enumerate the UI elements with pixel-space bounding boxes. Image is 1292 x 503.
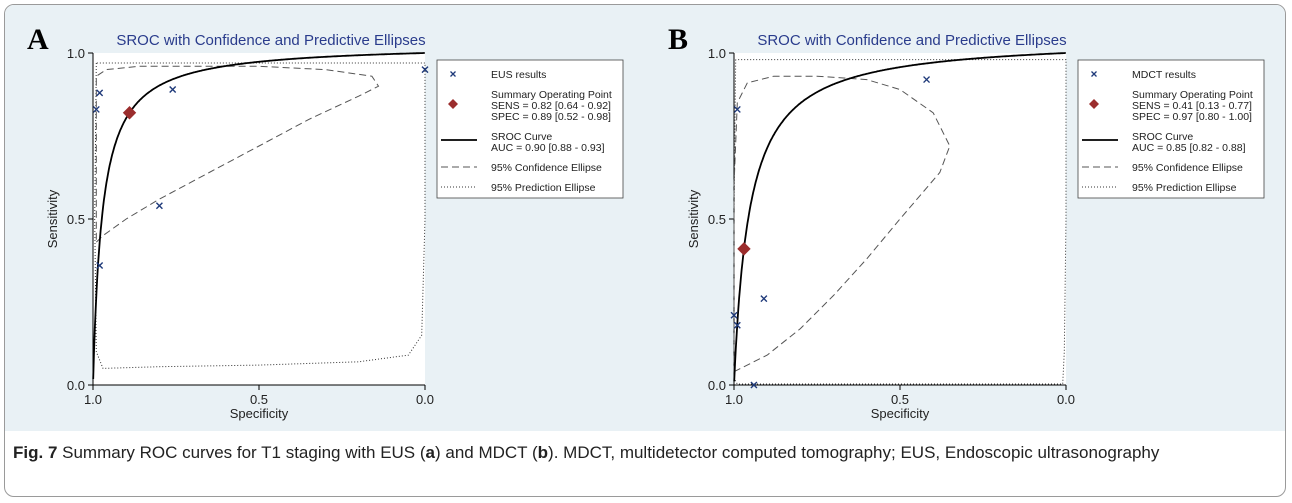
legend-label: SROC Curve: [491, 131, 552, 143]
legend-sublabel: AUC = 0.90 [0.88 - 0.93]: [491, 142, 605, 154]
legend-label: Summary Operating Point: [1132, 89, 1253, 101]
legend-label: SROC Curve: [1132, 131, 1193, 143]
legend-label: 95% Confidence Ellipse: [491, 162, 602, 174]
y-tick-label: 1.0: [708, 46, 726, 61]
y-tick-label: 0.0: [67, 378, 85, 393]
study-point: [421, 66, 429, 74]
study-point: [733, 105, 741, 113]
sroc-curve: [92, 52, 425, 380]
study-point: [760, 295, 768, 303]
legend-x-marker: [1091, 71, 1097, 77]
y-axis-label: Sensitivity: [45, 189, 60, 248]
x-tick-label: 0.0: [1057, 392, 1075, 407]
legend-sublabel: SENS = 0.82 [0.64 - 0.92]: [491, 100, 611, 112]
study-point: [733, 321, 741, 329]
legend-sublabel: AUC = 0.85 [0.82 - 0.88]: [1132, 142, 1246, 154]
chart-b: B SROC with Confidence and Predictive Ell…: [668, 23, 1265, 421]
legend-sublabel: SPEC = 0.89 [0.52 - 0.98]: [491, 111, 611, 123]
study-point: [169, 86, 177, 94]
legend-sublabel: SENS = 0.41 [0.13 - 0.77]: [1132, 100, 1252, 112]
caption-text-2: ) and MDCT (: [435, 443, 538, 462]
x-tick-label: 1.0: [725, 392, 743, 407]
legend-label: 95% Prediction Ellipse: [1132, 182, 1237, 194]
y-tick-label: 0.5: [67, 212, 85, 227]
x-tick-label: 0.0: [416, 392, 434, 407]
confidence-ellipse: [733, 75, 951, 373]
figure-frame: A SROC with Confidence and Predictive Ell…: [4, 4, 1286, 497]
chart-a: A SROC with Confidence and Predictive Ell…: [27, 23, 624, 421]
legend-sublabel: SPEC = 0.97 [0.80 - 1.00]: [1132, 111, 1252, 123]
study-point: [92, 105, 100, 113]
legend-x-marker: [450, 71, 456, 77]
study-point: [750, 381, 758, 389]
legend-box: [436, 59, 624, 199]
study-point: [96, 89, 104, 97]
chart-title: SROC with Confidence and Predictive Elli…: [116, 32, 425, 49]
x-axis-label: Specificity: [871, 406, 930, 421]
y-tick-label: 0.5: [708, 212, 726, 227]
summary-point: [122, 106, 137, 120]
legend-label: MDCT results: [1132, 69, 1196, 81]
legend-label: 95% Confidence Ellipse: [1132, 162, 1243, 174]
plot-area: [93, 53, 425, 385]
x-tick-label: 1.0: [84, 392, 102, 407]
summary-point: [737, 242, 751, 256]
chart-title: SROC with Confidence and Predictive Elli…: [757, 32, 1066, 49]
confidence-ellipse: [95, 65, 380, 243]
x-axis-label: Specificity: [230, 406, 289, 421]
legend-diamond-marker: [448, 99, 458, 109]
x-tick-label: 0.5: [250, 392, 268, 407]
legend-box: [1077, 59, 1265, 199]
study-point: [730, 311, 738, 319]
caption-a: a: [425, 443, 435, 462]
caption-text-1: Summary ROC curves for T1 staging with E…: [57, 443, 426, 462]
legend-diamond-marker: [1089, 99, 1099, 109]
study-point: [96, 261, 104, 269]
caption-label: Fig. 7: [13, 443, 58, 462]
panel-letter: A: [27, 23, 49, 56]
legend: MDCT results Summary Operating PointSENS …: [1077, 59, 1265, 199]
sroc-curve: [733, 52, 1066, 382]
legend-label: Summary Operating Point: [491, 89, 612, 101]
panel-letter: B: [668, 23, 688, 56]
y-tick-label: 0.0: [708, 378, 726, 393]
study-point: [923, 76, 931, 84]
plot-area: [734, 53, 1066, 385]
figure-caption: Fig. 7 Summary ROC curves for T1 staging…: [13, 441, 1273, 465]
caption-text-3: ). MDCT, multidetector computed tomograp…: [548, 443, 1160, 462]
study-point: [155, 202, 163, 210]
legend-label: 95% Prediction Ellipse: [491, 182, 596, 194]
y-tick-label: 1.0: [67, 46, 85, 61]
y-axis-label: Sensitivity: [686, 189, 701, 248]
legend-label: EUS results: [491, 69, 546, 81]
x-tick-label: 0.5: [891, 392, 909, 407]
caption-b: b: [537, 443, 549, 462]
